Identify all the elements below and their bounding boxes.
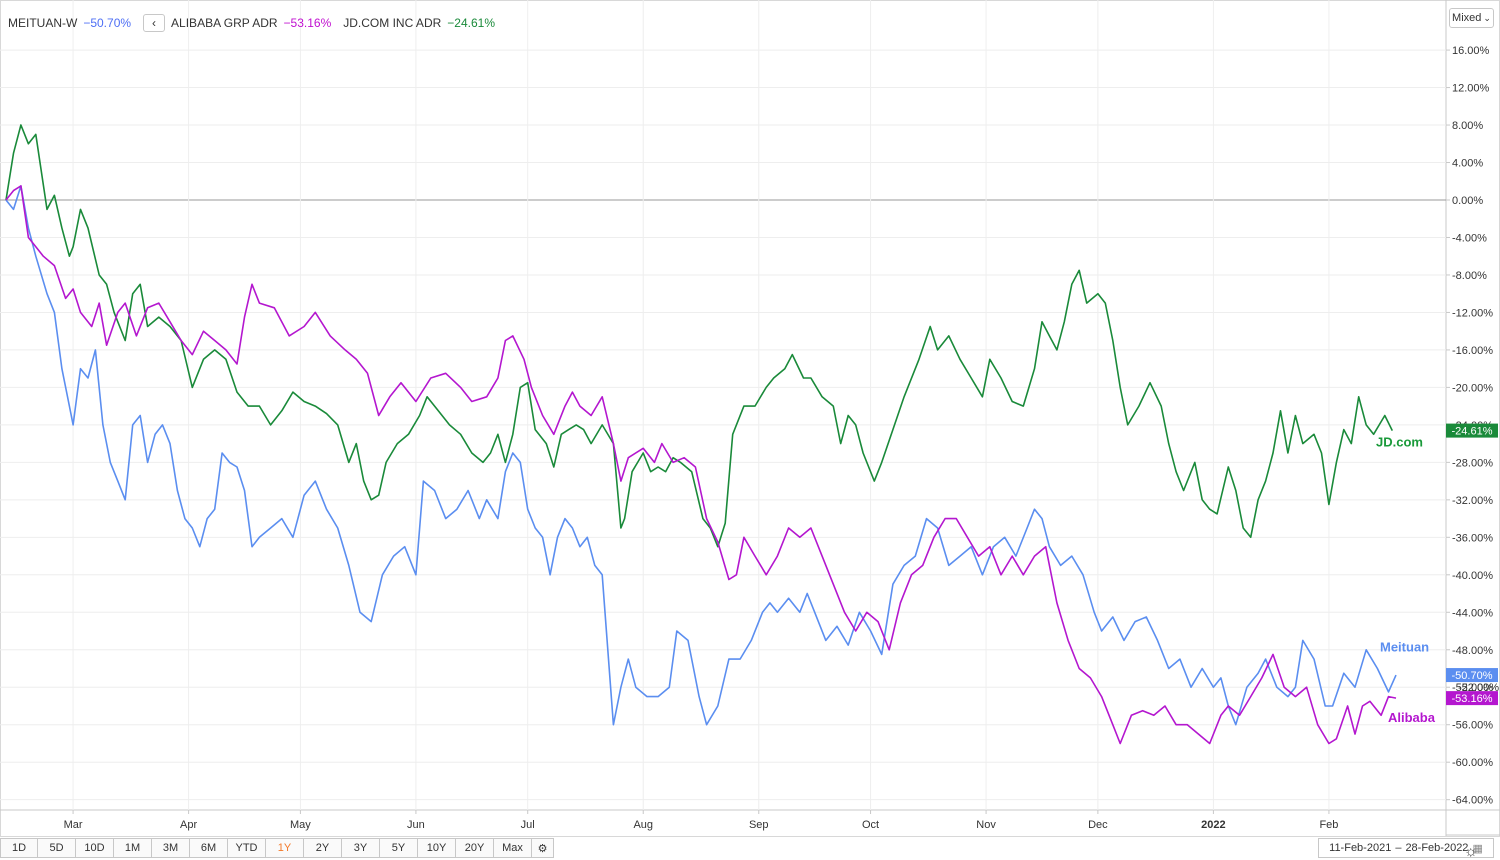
range-button-10d[interactable]: 10D xyxy=(76,838,114,858)
annotation-alibaba: Alibaba xyxy=(1388,710,1436,725)
calendar-icon: ▦ xyxy=(1472,842,1483,855)
y-tick-label: -32.00% xyxy=(1452,495,1493,507)
y-tick-label: -60.00% xyxy=(1452,757,1493,769)
comparison-chart[interactable]: 16.00% 12.00% 8.00% 4.00% 0.00% -4.00% -8.00% -… xyxy=(0,0,1500,838)
y-tick-label: -4.00% xyxy=(1452,232,1487,244)
last-value-label-meituan: -50.70% xyxy=(1452,670,1493,682)
date-to: 28-Feb-2022 xyxy=(1405,842,1469,854)
range-button-5y[interactable]: 5Y xyxy=(380,838,418,858)
x-tick-label: May xyxy=(290,819,311,831)
range-button-20y[interactable]: 20Y xyxy=(456,838,494,858)
x-tick-label: Apr xyxy=(180,819,197,831)
y-tick-label: 12.00% xyxy=(1452,83,1490,95)
y-tick-label: 0.00% xyxy=(1452,195,1483,207)
y-tick-label: 4.00% xyxy=(1452,158,1483,170)
x-tick-label: Nov xyxy=(976,819,996,831)
x-tick-label: Dec xyxy=(1088,819,1108,831)
date-from: 11-Feb-2021 xyxy=(1329,842,1392,854)
x-tick-label: Mar xyxy=(64,819,83,831)
chevron-down-icon: ⌄ xyxy=(1483,12,1491,23)
legend-alibaba-change: −53.16% xyxy=(283,16,332,30)
y-tick-label: -20.00% xyxy=(1452,382,1493,394)
range-button-1m[interactable]: 1M xyxy=(114,838,152,858)
legend-jd-name[interactable]: JD.COM INC ADR xyxy=(343,16,442,30)
x-tick-label: Oct xyxy=(862,819,879,831)
range-button-10y[interactable]: 10Y xyxy=(418,838,456,858)
range-button-5d[interactable]: 5D xyxy=(38,838,76,858)
range-button-1d[interactable]: 1D xyxy=(0,838,38,858)
chart-frame xyxy=(0,0,1500,837)
range-button-2y[interactable]: 2Y xyxy=(304,838,342,858)
last-value-label-jdcom: -24.61% xyxy=(1452,426,1493,438)
x-tick-label: Sep xyxy=(749,819,769,831)
last-value-badge-jdcom xyxy=(1446,423,1498,438)
y-tick-label: -64.00% xyxy=(1452,795,1493,807)
last-value-label-alibaba: -53.16% xyxy=(1452,693,1493,705)
range-button-1y[interactable]: 1Y xyxy=(266,838,304,858)
legend-meituan-change: −50.70% xyxy=(83,16,132,30)
y-tick-label: -28.00% xyxy=(1452,457,1493,469)
scale-mode-dropdown[interactable]: Mixed ⌄ xyxy=(1449,8,1494,28)
y-tick-label: -48.00% xyxy=(1452,645,1493,657)
range-button-3y[interactable]: 3Y xyxy=(342,838,380,858)
y-tick-label: -8.00% xyxy=(1452,270,1487,282)
y-tick-label: -40.00% xyxy=(1452,570,1493,582)
settings-icon[interactable]: ☼ xyxy=(1464,843,1478,860)
gear-icon[interactable]: ⚙ xyxy=(532,838,554,858)
y-tick-label: -36.00% xyxy=(1452,532,1493,544)
scale-mode-label: Mixed xyxy=(1452,12,1482,24)
range-button-ytd[interactable]: YTD xyxy=(228,838,266,858)
chart-legend: MEITUAN-W −50.70% ‹ ALIBABA GRP ADR −53.… xyxy=(8,14,507,32)
range-button-6m[interactable]: 6M xyxy=(190,838,228,858)
back-button[interactable]: ‹ xyxy=(143,14,166,32)
last-value-badge-alibaba xyxy=(1446,691,1498,706)
series-line-alibaba[interactable] xyxy=(5,185,1397,745)
series-line-jdcom[interactable] xyxy=(5,124,1394,548)
x-tick-label: Feb xyxy=(1319,819,1338,831)
x-tick-label: Jul xyxy=(521,819,535,831)
y-tick-label: -16.00% xyxy=(1452,345,1493,357)
y-tick-label: -56.00% xyxy=(1452,720,1493,732)
y-tick-label: -12.00% xyxy=(1452,307,1493,319)
x-tick-label: Jun xyxy=(407,819,425,831)
range-toolbar: 1D 5D 10D 1M 3M 6M YTD 1Y 2Y 3Y 5Y 10Y 20Y Max ⚙ xyxy=(0,838,554,859)
y-tick-label: 16.00% xyxy=(1452,45,1490,57)
last-value-badge-meituan xyxy=(1446,668,1498,683)
annotation-jdcom: JD.com xyxy=(1376,434,1423,449)
x-tick-label: Aug xyxy=(633,819,653,831)
y-tick-label: 8.00% xyxy=(1452,120,1483,132)
range-button-max[interactable]: Max xyxy=(494,838,532,858)
range-button-3m[interactable]: 3M xyxy=(152,838,190,858)
legend-alibaba-name[interactable]: ALIBABA GRP ADR xyxy=(171,16,278,30)
y-tick-label: -44.00% xyxy=(1452,607,1493,619)
annotation-meituan: Meituan xyxy=(1380,640,1429,655)
x-tick-label: 2022 xyxy=(1201,819,1225,831)
legend-jd-change: −24.61% xyxy=(447,16,495,30)
date-range-picker[interactable]: 11-Feb-2021 – 28-Feb-2022 ▦ xyxy=(1318,838,1494,858)
series-line-meituan[interactable] xyxy=(5,185,1397,726)
legend-meituan-name[interactable]: MEITUAN-W xyxy=(8,16,78,30)
date-separator: – xyxy=(1395,842,1402,854)
